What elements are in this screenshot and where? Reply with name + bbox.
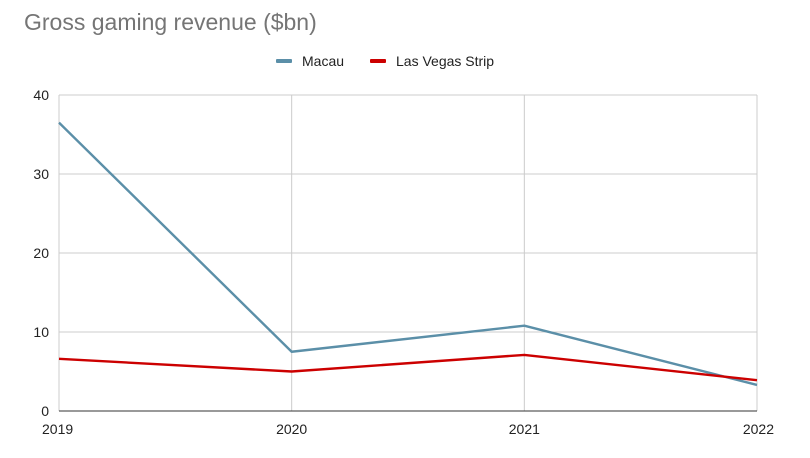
- series-line-las-vegas-strip: [58, 353, 758, 382]
- x-tick-label-2020: 2020: [276, 421, 307, 437]
- y-tick-label-30: 30: [33, 166, 49, 182]
- y-tick-label-20: 20: [33, 245, 49, 261]
- legend-label-las-vegas-strip: Las Vegas Strip: [396, 53, 494, 69]
- y-tick-label-0: 0: [41, 403, 49, 419]
- chart-title: Gross gaming revenue ($bn): [24, 9, 317, 35]
- x-tick-label-2019: 2019: [42, 421, 73, 437]
- legend-label-macau: Macau: [302, 53, 344, 69]
- y-tick-label-10: 10: [33, 324, 49, 340]
- x-tick-label-2022: 2022: [743, 421, 774, 437]
- y-tick-label-40: 40: [33, 87, 49, 103]
- series-line-macau: [58, 121, 758, 387]
- legend-swatch-las-vegas-strip: [370, 59, 386, 63]
- plot-area: 0 10 20 30 40 2019 2020 2021 2022: [33, 87, 774, 437]
- legend-swatch-macau: [276, 59, 292, 63]
- legend: Macau Las Vegas Strip: [276, 53, 494, 69]
- x-tick-label-2021: 2021: [509, 421, 540, 437]
